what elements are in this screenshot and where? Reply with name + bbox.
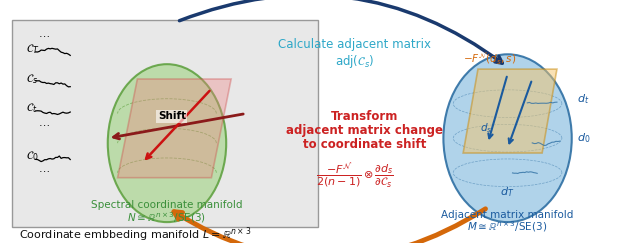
Text: $d_T$: $d_T$ — [500, 186, 515, 200]
Text: $\mathcal{C}_s$: $\mathcal{C}_s$ — [26, 72, 38, 86]
Text: $\ldots$: $\ldots$ — [38, 164, 49, 174]
Text: $\ldots$: $\ldots$ — [38, 29, 49, 39]
FancyArrowPatch shape — [174, 209, 486, 246]
Ellipse shape — [444, 54, 572, 222]
Text: $N\cong\mathbb{R}^{n\times3}/\mathrm{SE(3)}$: $N\cong\mathbb{R}^{n\times3}/\mathrm{SE(… — [127, 210, 207, 225]
Text: $\mathcal{C}_T$: $\mathcal{C}_T$ — [26, 43, 40, 56]
Text: $\mathcal{C}_0$: $\mathcal{C}_0$ — [26, 149, 38, 163]
Text: Adjacent matrix manifold: Adjacent matrix manifold — [442, 210, 574, 220]
Text: Spectral coordinate manifold: Spectral coordinate manifold — [92, 200, 243, 210]
FancyArrowPatch shape — [488, 77, 507, 138]
Text: to coordinate shift: to coordinate shift — [303, 138, 426, 151]
Text: $\ldots$: $\ldots$ — [38, 118, 49, 128]
Text: Coordinate embbeding manifold $L = \mathbb{R}^{n\times3}$: Coordinate embbeding manifold $L = \math… — [19, 226, 251, 244]
FancyBboxPatch shape — [12, 20, 318, 227]
Text: Calculate adjacent matrix: Calculate adjacent matrix — [278, 38, 431, 51]
Ellipse shape — [108, 64, 226, 222]
Text: $\mathcal{C}_t$: $\mathcal{C}_t$ — [26, 102, 38, 115]
FancyArrowPatch shape — [113, 114, 243, 139]
Text: $\dfrac{-F^{\mathcal{N}}}{2(n-1)}\otimes\dfrac{\partial d_s}{\partial\mathcal{C}: $\dfrac{-F^{\mathcal{N}}}{2(n-1)}\otimes… — [316, 161, 394, 190]
Text: $\mathrm{adj}(\mathcal{C}_s)$: $\mathrm{adj}(\mathcal{C}_s)$ — [335, 53, 374, 70]
FancyArrowPatch shape — [509, 82, 531, 143]
Text: $d_0$: $d_0$ — [577, 131, 590, 145]
Text: Shift: Shift — [158, 111, 186, 122]
Text: $d_t$: $d_t$ — [577, 92, 589, 106]
Text: adjacent matrix change: adjacent matrix change — [286, 124, 443, 137]
Text: $-F^{\mathcal{N}}(d_s,s)$: $-F^{\mathcal{N}}(d_s,s)$ — [463, 51, 516, 67]
Text: Transform: Transform — [331, 110, 398, 123]
Polygon shape — [463, 69, 557, 153]
FancyArrowPatch shape — [146, 91, 209, 159]
Polygon shape — [118, 79, 231, 178]
FancyArrowPatch shape — [179, 0, 502, 63]
Text: $d_s$: $d_s$ — [480, 122, 492, 135]
Text: $M\cong\mathbb{R}^{n\times3}/\mathrm{SE(3)}$: $M\cong\mathbb{R}^{n\times3}/\mathrm{SE(… — [467, 220, 548, 234]
